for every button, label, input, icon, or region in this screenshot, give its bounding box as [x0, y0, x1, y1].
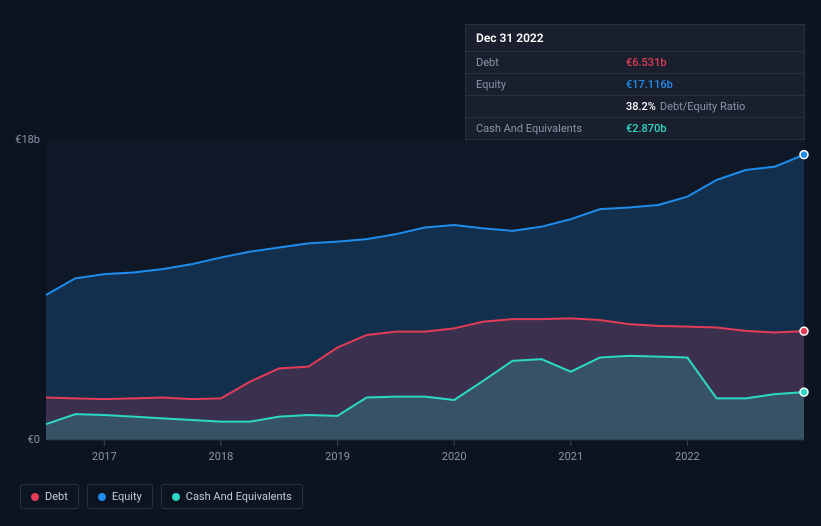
tooltip-row-label: Cash And Equivalents: [476, 122, 626, 135]
y-axis-tick-label: €18b: [15, 133, 40, 146]
legend-dot-icon: [172, 493, 180, 501]
tooltip-row: Cash And Equivalents€2.870b: [466, 117, 804, 139]
legend-label: Debt: [45, 490, 68, 503]
tooltip-row-value: €2.870b: [626, 122, 667, 135]
tooltip-row-extra: Debt/Equity Ratio: [660, 100, 745, 113]
series-end-marker: [800, 151, 808, 159]
tooltip-row: 38.2% Debt/Equity Ratio: [466, 95, 804, 117]
tooltip-row-label: Equity: [476, 78, 626, 91]
x-axis-tick-label: 2021: [558, 450, 583, 463]
legend-label: Equity: [112, 490, 142, 503]
tooltip-row-value: €6.531b: [626, 56, 667, 69]
data-tooltip: Dec 31 2022 Debt€6.531bEquity€17.116b38.…: [465, 24, 805, 140]
tooltip-row: Equity€17.116b: [466, 73, 804, 95]
tooltip-row-value: €17.116b: [626, 78, 673, 91]
x-axis-tick-label: 2018: [209, 450, 234, 463]
legend-item[interactable]: Cash And Equivalents: [161, 484, 303, 509]
tooltip-row-label: Debt: [476, 56, 626, 69]
legend-item[interactable]: Debt: [20, 484, 79, 509]
x-axis-tick-label: 2019: [325, 450, 350, 463]
tooltip-row: Debt€6.531b: [466, 51, 804, 73]
y-axis-tick-label: €0: [28, 433, 40, 446]
legend: Debt Equity Cash And Equivalents: [20, 484, 303, 509]
series-end-marker: [800, 327, 808, 335]
x-axis-tick-label: 2020: [442, 450, 467, 463]
tooltip-row-value: 38.2%: [626, 100, 656, 113]
legend-dot-icon: [98, 493, 106, 501]
x-axis-tick-label: 2022: [675, 450, 700, 463]
tooltip-row-label: [476, 100, 626, 113]
tooltip-date: Dec 31 2022: [466, 25, 804, 51]
chart-root: €0 €18b 2017 2018 2019 2020 2021 2022 Dec 31 2…: [0, 0, 821, 526]
x-axis-tick-label: 2017: [92, 450, 117, 463]
series-end-marker: [800, 388, 808, 396]
legend-item[interactable]: Equity: [87, 484, 153, 509]
legend-label: Cash And Equivalents: [186, 490, 292, 503]
legend-dot-icon: [31, 493, 39, 501]
